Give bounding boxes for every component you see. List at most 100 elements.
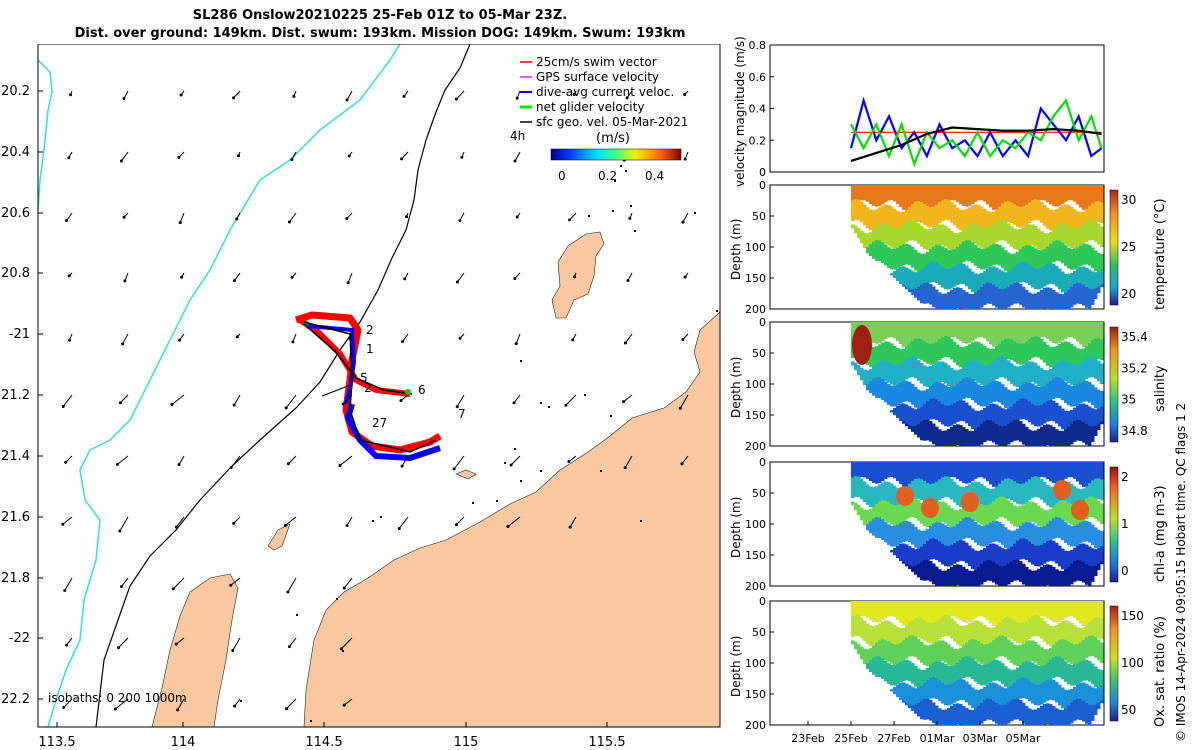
heatmap-cell: [1073, 686, 1077, 708]
heatmap-cell: [947, 462, 951, 479]
heatmap-cell: [1082, 361, 1086, 382]
heatmap-cell: [1055, 185, 1059, 207]
heatmap-cell: [1085, 683, 1089, 705]
chl-maximum: [1071, 500, 1089, 520]
current-arrow: [235, 212, 241, 221]
heatmap-cell: [941, 662, 945, 684]
heatmap-cell: [1049, 243, 1053, 265]
heatmap-cell: [857, 615, 861, 637]
heatmap-cell: [1070, 385, 1074, 407]
heatmap-cell: [887, 185, 891, 201]
heatmap-cell: [995, 659, 999, 681]
heatmap-cell: [989, 283, 993, 304]
map-y-tick-label: 20.6: [1, 206, 30, 221]
heatmap-cell: [1070, 364, 1074, 385]
heatmap-cell: [1088, 382, 1092, 403]
heatmap-cell: [1007, 223, 1011, 244]
heatmap-cell: [923, 481, 927, 502]
heatmap-cell: [923, 185, 927, 206]
heatmap-cell: [1040, 339, 1044, 360]
heatmap-cell: [956, 484, 960, 506]
current-arrow: [400, 455, 409, 468]
current-arrow: [283, 516, 297, 527]
heatmap-cell: [923, 283, 927, 304]
heatmap-cell: [884, 500, 888, 522]
heatmap-cell: [1028, 245, 1032, 266]
heatmap-cell: [866, 370, 870, 391]
heatmap-cell: [1058, 601, 1062, 622]
heatmap-cell: [899, 420, 903, 421]
heatmap-cell: [983, 625, 987, 646]
heatmap-cell: [911, 663, 915, 684]
heatmap-cell: [950, 478, 954, 500]
heatmap-cell: [1067, 566, 1071, 586]
heatmap-cell: [920, 561, 924, 581]
heatmap-cell: [1085, 243, 1089, 265]
heatmap-cell: [941, 682, 945, 704]
heatmap-cell: [908, 269, 912, 290]
heatmap-cell: [914, 688, 918, 709]
current-arrow: [178, 212, 185, 225]
heatmap-cell: [965, 265, 969, 287]
heatmap-cell: [878, 517, 882, 539]
heatmap-cell: [971, 710, 975, 725]
heatmap-cell: [1055, 542, 1059, 564]
heatmap-cell: [923, 420, 927, 441]
panel-ylabel: velocity magnitude (m/s): [733, 36, 747, 187]
heatmap-cell: [1070, 483, 1074, 505]
heatmap-cell: [929, 322, 933, 347]
heatmap-cell: [965, 322, 969, 344]
heatmap-cell: [1004, 617, 1008, 639]
heatmap-cell: [959, 288, 963, 309]
heatmap-cell: [1013, 420, 1017, 441]
heatmap-cell: [1046, 370, 1050, 391]
heatmap-cell: [977, 247, 981, 269]
heatmap-cell: [941, 430, 945, 446]
heatmap-cell: [1001, 524, 1005, 545]
heatmap-cell: [1097, 286, 1101, 294]
heatmap-cell: [950, 404, 954, 426]
heatmap-cell: [1076, 384, 1080, 406]
heatmap-cell: [851, 200, 855, 222]
heatmap-cell: [989, 212, 993, 233]
heatmap-cell: [899, 283, 903, 284]
heatmap-cell: [1037, 665, 1041, 687]
heatmap-cell: [887, 225, 891, 246]
heatmap-cell: [1076, 545, 1080, 566]
heatmap-cell: [1025, 539, 1029, 561]
heatmap-cell: [1034, 684, 1038, 706]
heatmap-cell: [1022, 322, 1026, 348]
heatmap-cell: [869, 462, 873, 481]
heatmap-cell: [917, 548, 921, 570]
heatmap-cell: [1070, 185, 1074, 201]
heatmap-cell: [1067, 641, 1071, 663]
time-label: 4h: [510, 129, 525, 143]
heatmap-cell: [851, 477, 855, 499]
heatmap-cell: [1052, 626, 1056, 647]
heatmap-cell: [1085, 659, 1089, 681]
heatmap-cell: [1007, 687, 1011, 709]
colorbar-tick-label: 20: [1121, 287, 1136, 301]
heatmap-cell: [1061, 293, 1065, 309]
heatmap-cell: [905, 380, 909, 402]
heatmap-cell: [863, 648, 867, 665]
heatmap-cell: [938, 245, 942, 266]
heatmap-cell: [1067, 384, 1071, 406]
heatmap-cell: [944, 641, 948, 663]
heatmap-cell: [1082, 211, 1086, 233]
heatmap-cell: [1037, 526, 1041, 548]
heatmap-cell: [947, 429, 951, 446]
heatmap-cell: [881, 379, 885, 400]
heatmap-cell: [860, 230, 864, 244]
heatmap-cell: [1082, 521, 1086, 542]
heatmap-cell: [971, 601, 975, 621]
heatmap-cell: [1055, 429, 1059, 446]
current-arrow: [571, 333, 577, 342]
heatmap-cell: [905, 221, 909, 243]
heatmap-cell: [890, 483, 894, 505]
heatmap-cell: [1007, 601, 1011, 622]
heatmap-cell: [962, 366, 966, 388]
heatmap-cell: [1001, 340, 1005, 362]
heatmap-cell: [965, 708, 969, 725]
